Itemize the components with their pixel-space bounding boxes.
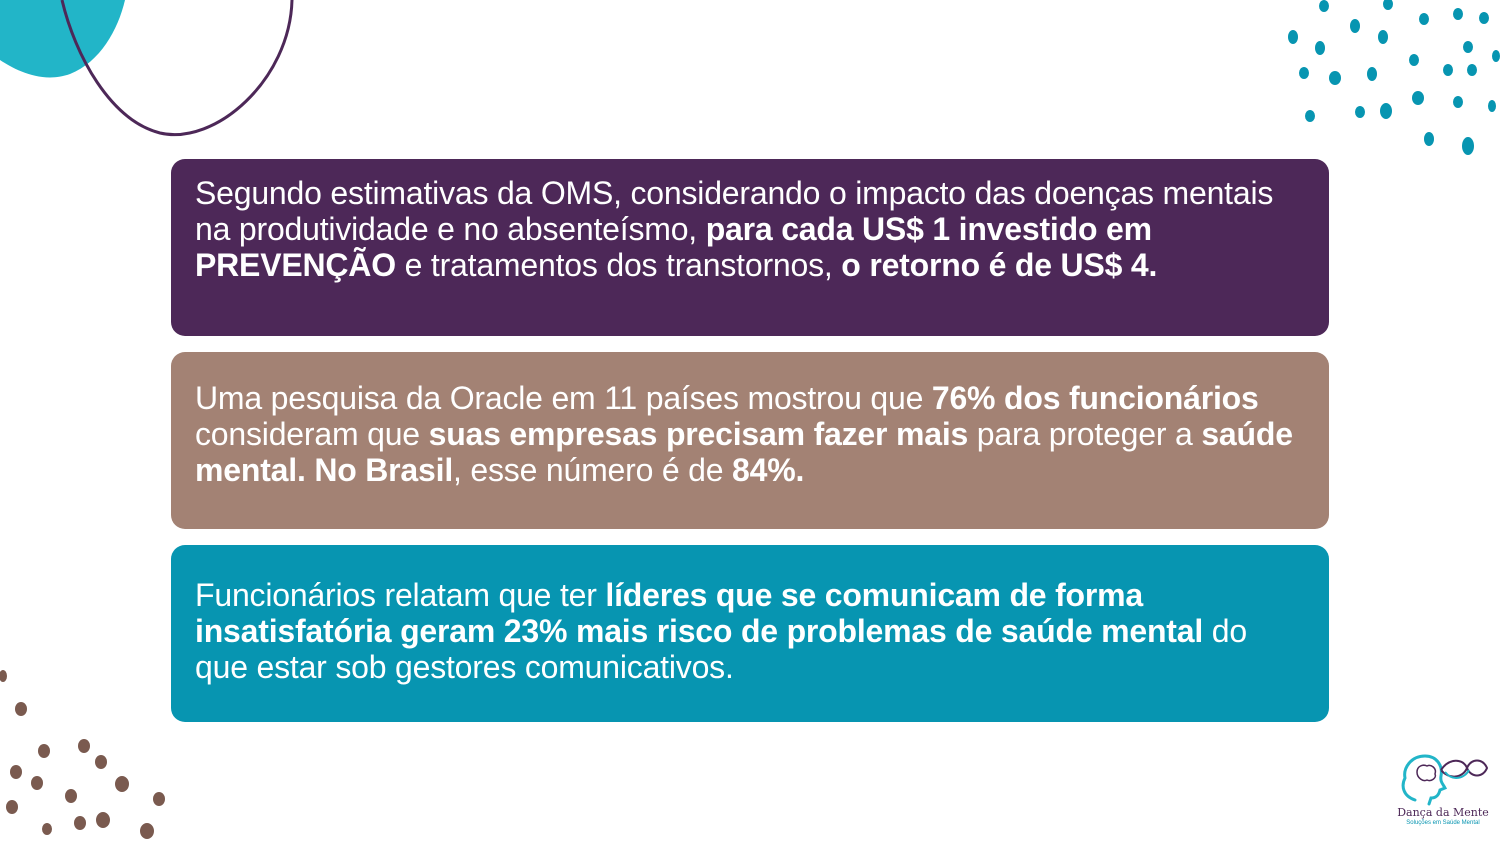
teal-dots-pattern (1288, 0, 1500, 155)
text-segment: e tratamentos dos transtornos, (395, 247, 842, 283)
aqua-blob-shape (0, 0, 125, 78)
info-card-oms: Segundo estimativas da OMS, considerando… (171, 159, 1329, 336)
text-segment: Segundo estimativas da OMS, considerando… (195, 175, 1274, 247)
purple-curve-shape (60, 0, 294, 137)
text-segment: , esse número é de (453, 452, 733, 488)
text-segment-bold: 76% dos funcionários (931, 380, 1259, 416)
info-card-leaders: Funcionários relatam que ter líderes que… (171, 545, 1329, 722)
brown-dots-pattern (0, 670, 165, 839)
card-text: Segundo estimativas da OMS, considerando… (195, 175, 1301, 283)
text-segment-bold: 84%. (732, 452, 805, 488)
text-segment-bold: líderes que se comunicam de forma insati… (195, 577, 1204, 649)
text-segment-bold: o retorno é de US$ 4. (841, 247, 1158, 283)
text-segment: do que estar sob gestores comunicativos. (195, 613, 1247, 685)
card-text: Funcionários relatam que ter líderes que… (195, 577, 1301, 685)
text-segment: consideram que (195, 416, 429, 452)
text-segment-bold: para cada US$ 1 investido em PREVENÇÃO (195, 211, 1152, 283)
text-segment-bold: saúde mental. No Brasil (195, 416, 1293, 488)
text-segment: para proteger a (968, 416, 1202, 452)
info-card-oracle: Uma pesquisa da Oracle em 11 países most… (171, 352, 1329, 529)
head-infinity-icon (1401, 754, 1489, 806)
text-segment: Funcionários relatam que ter (195, 577, 606, 613)
card-text: Uma pesquisa da Oracle em 11 países most… (195, 380, 1301, 488)
brand-logo: Dança da Mente Soluções em Saúde Mental (1393, 748, 1493, 832)
text-segment-bold: suas empresas precisam fazer mais (428, 416, 969, 452)
logo-name: Dança da Mente (1397, 806, 1489, 819)
text-segment: Uma pesquisa da Oracle em 11 países most… (195, 380, 932, 416)
logo-tagline: Soluções em Saúde Mental (1406, 820, 1480, 826)
